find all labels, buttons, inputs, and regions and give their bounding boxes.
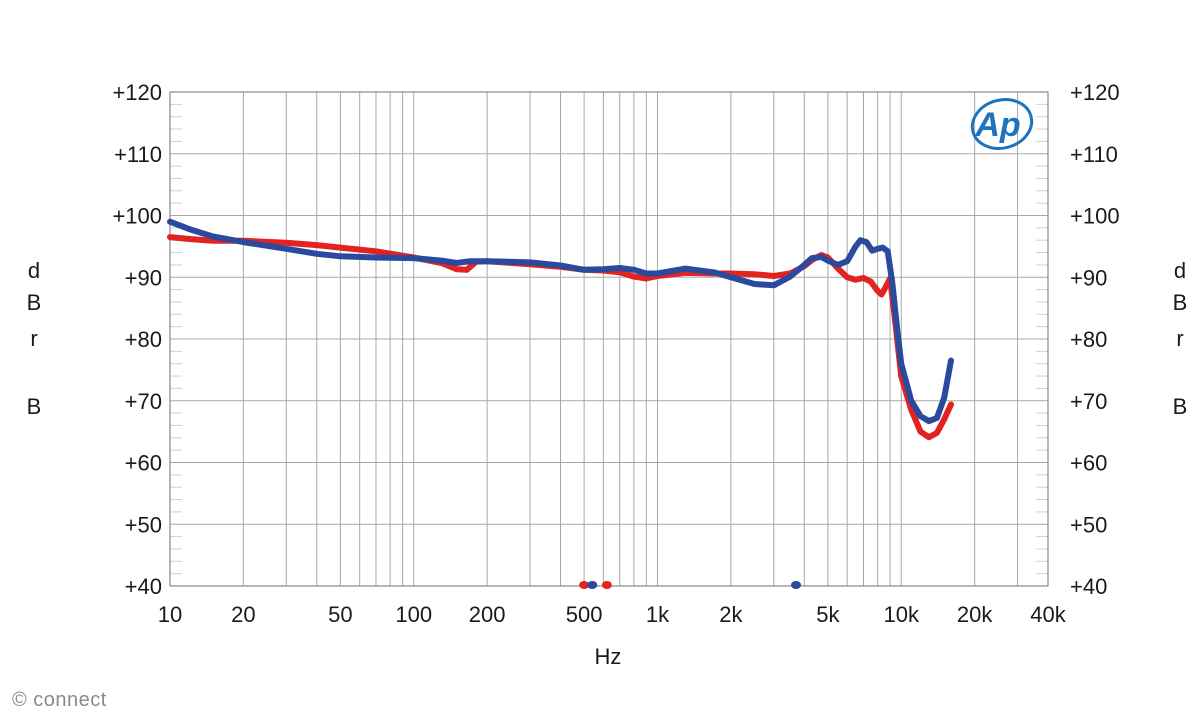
x-tick-label: 200 xyxy=(469,602,506,627)
x-tick-label: 1k xyxy=(646,602,670,627)
y-tick-label: +120 xyxy=(1070,80,1120,105)
y-tick-label: +80 xyxy=(125,327,162,352)
y-tick-label: +120 xyxy=(112,80,162,105)
x-tick-label: 20k xyxy=(957,602,993,627)
series-lines xyxy=(167,218,954,441)
axis-marker xyxy=(601,581,612,589)
y-axis-title-letter: d xyxy=(1174,258,1186,283)
y-tick-label: +90 xyxy=(1070,265,1107,290)
y-axis-title-letter: B xyxy=(1173,394,1188,419)
y-tick-label: +40 xyxy=(125,574,162,599)
x-tick-label: 5k xyxy=(816,602,840,627)
x-tick-label: 500 xyxy=(566,602,603,627)
y-tick-label: +110 xyxy=(1070,142,1118,167)
logo-text: Ap xyxy=(974,106,1020,144)
y-axis-title-letter: B xyxy=(27,394,42,419)
y-tick-label: +110 xyxy=(114,142,162,167)
y-tick-label: +50 xyxy=(125,512,162,537)
x-tick-label: 10k xyxy=(884,602,920,627)
y-tick-label: +70 xyxy=(1070,389,1107,414)
y-tick-label: +80 xyxy=(1070,327,1107,352)
ap-logo: Ap xyxy=(970,98,1034,150)
axis-marker xyxy=(579,581,590,589)
chart-grid xyxy=(169,91,1049,587)
y-axis-title-letter: B xyxy=(1173,290,1188,315)
y-tick-label: +60 xyxy=(125,451,162,476)
x-tick-label: 40k xyxy=(1030,602,1066,627)
x-axis: 10 20 50 100 200 500 1k 2k 5k 10k 20k 40k xyxy=(158,602,1067,627)
x-tick-label: 10 xyxy=(158,602,182,627)
y-tick-label: +50 xyxy=(1070,512,1107,537)
y-tick-label: +100 xyxy=(112,204,162,229)
y-tick-label: +40 xyxy=(1070,574,1107,599)
y-tick-label: +90 xyxy=(125,265,162,290)
series-line-2 xyxy=(167,218,954,425)
y-tick-label: +70 xyxy=(125,389,162,414)
y-axis-title-letter: r xyxy=(1176,326,1183,351)
y-axis-title-letter: B xyxy=(27,290,42,315)
axis-marker xyxy=(790,581,801,589)
x-axis-title: Hz xyxy=(595,644,622,669)
axis-marker xyxy=(587,581,598,589)
x-tick-label: 20 xyxy=(231,602,255,627)
y-tick-label: +60 xyxy=(1070,451,1107,476)
x-tick-label: 100 xyxy=(395,602,432,627)
y-tick-label: +100 xyxy=(1070,204,1120,229)
y-axis-left: +40 +50 +60 +70 +80 +90 +100 +110 +120 xyxy=(112,80,162,599)
cursor-markers xyxy=(579,581,801,589)
y-axis-title-letter: d xyxy=(28,258,40,283)
x-tick-label: 50 xyxy=(328,602,352,627)
copyright-watermark: © connect xyxy=(12,689,107,711)
y-axis-title-letter: r xyxy=(30,326,37,351)
y-axis-right: +40 +50 +60 +70 +80 +90 +100 +110 +120 xyxy=(1070,80,1120,599)
x-tick-label: 2k xyxy=(719,602,743,627)
